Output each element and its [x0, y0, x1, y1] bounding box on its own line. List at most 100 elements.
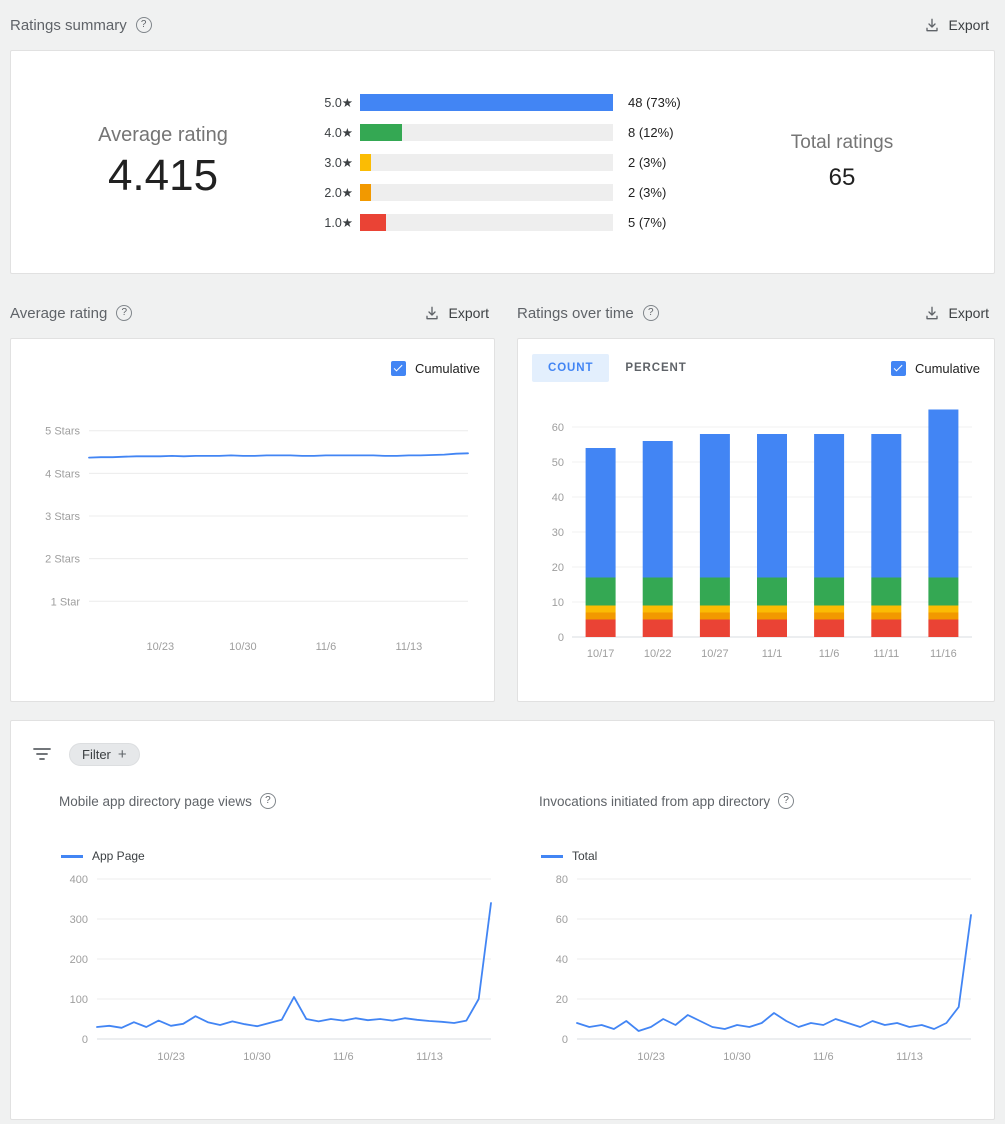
- svg-text:5 Stars: 5 Stars: [45, 426, 80, 438]
- export-ratings-summary-button[interactable]: Export: [918, 13, 995, 37]
- rating-bar-track: [360, 153, 613, 171]
- svg-text:40: 40: [556, 954, 568, 966]
- svg-text:11/6: 11/6: [813, 1051, 834, 1063]
- ratings-over-time-card: COUNT PERCENT Cumulative 0 10 20 30 40 50 60 10…: [517, 338, 995, 702]
- rating-count-label: 2 (3%): [628, 184, 667, 200]
- average-rating-title-wrap: Average rating ?: [10, 304, 133, 322]
- svg-text:50: 50: [552, 457, 564, 469]
- average-rating-chart-title: Average rating: [10, 304, 108, 322]
- filter-row: Filter +: [11, 737, 994, 771]
- rating-distribution: 5.0★ 48 (73%) 4.0★ 8 (12%) 3.0★ 2 (3%) 2.0★ 2 (…: [315, 93, 690, 231]
- total-ratings-value: 65: [828, 164, 856, 191]
- help-icon[interactable]: ?: [642, 305, 659, 321]
- svg-text:0: 0: [562, 1034, 568, 1046]
- ratings-over-time-column: Ratings over time ? Export COUNT PERCENT: [517, 288, 995, 702]
- rating-distribution-row: 1.0★ 5 (7%): [315, 213, 690, 231]
- invocations-section: Invocations initiated from app directory…: [539, 793, 979, 1069]
- svg-text:11/6: 11/6: [316, 641, 337, 653]
- svg-text:80: 80: [556, 874, 568, 886]
- rating-distribution-row: 5.0★ 48 (73%): [315, 93, 690, 111]
- help-icon[interactable]: ?: [259, 793, 276, 809]
- svg-text:0: 0: [558, 632, 564, 644]
- rating-distribution-row: 2.0★ 2 (3%): [315, 183, 690, 201]
- bottom-charts-row: Mobile app directory page views ? App Pa…: [11, 771, 994, 1069]
- download-icon: [424, 305, 440, 321]
- rating-bar-track: [360, 93, 613, 111]
- directory-metrics-card: Filter + Mobile app directory page views…: [10, 720, 995, 1120]
- export-ratings-over-time-button[interactable]: Export: [918, 301, 995, 325]
- filter-list-icon[interactable]: [33, 747, 51, 761]
- average-rating-block: Average rating 4.415: [11, 124, 315, 201]
- svg-text:11/13: 11/13: [396, 641, 423, 653]
- rating-bar-fill: [360, 183, 371, 201]
- total-ratings-block: Total ratings 65: [690, 132, 994, 192]
- svg-text:1 Star: 1 Star: [51, 596, 81, 608]
- ratings-over-time-tabs: COUNT PERCENT: [532, 354, 703, 382]
- middle-charts-row: Average rating ? Export Cumulat: [10, 288, 995, 702]
- help-icon[interactable]: ?: [778, 793, 795, 809]
- svg-text:11/6: 11/6: [819, 648, 840, 660]
- svg-text:400: 400: [70, 874, 88, 886]
- tab-count[interactable]: COUNT: [532, 354, 610, 382]
- rating-bar-fill: [360, 123, 403, 141]
- cumulative-label: Cumulative: [414, 360, 480, 376]
- export-label: Export: [948, 305, 989, 321]
- svg-text:60: 60: [552, 422, 564, 434]
- rating-distribution-row: 3.0★ 2 (3%): [315, 153, 690, 171]
- rating-count-label: 8 (12%): [628, 124, 674, 140]
- svg-text:10/23: 10/23: [157, 1051, 185, 1063]
- rating-star-label: 5.0★: [324, 95, 353, 110]
- cumulative-checkbox[interactable]: [890, 360, 906, 376]
- average-rating-line-chart: 5 Stars 4 Stars 3 Stars 2 Stars 1 Star 10/23 1…: [45, 426, 469, 653]
- invocations-legend: Total: [541, 849, 979, 863]
- svg-text:10/23: 10/23: [637, 1051, 665, 1063]
- ratings-summary-title: Ratings summary: [10, 16, 127, 34]
- svg-text:0: 0: [82, 1034, 88, 1046]
- tab-percent[interactable]: PERCENT: [625, 362, 687, 374]
- svg-text:11/16: 11/16: [930, 648, 957, 660]
- page-views-title-wrap: Mobile app directory page views ?: [59, 793, 499, 809]
- invocations-title: Invocations initiated from app directory: [539, 793, 771, 809]
- rating-count-label: 48 (73%): [628, 94, 681, 110]
- filter-chip[interactable]: Filter +: [69, 742, 140, 766]
- page-views-title: Mobile app directory page views: [59, 793, 252, 809]
- rating-bar-fill: [360, 213, 387, 231]
- rating-star-label: 1.0★: [324, 215, 353, 230]
- rating-count-label: 2 (3%): [628, 154, 667, 170]
- ratings-over-time-title-wrap: Ratings over time ?: [517, 305, 659, 322]
- help-icon[interactable]: ?: [135, 17, 152, 33]
- download-icon: [924, 305, 940, 321]
- page-views-line-chart: 0 100 200 300 400 10/23 10/30 11/6 11/13: [70, 874, 492, 1063]
- page-views-legend: App Page: [61, 849, 499, 863]
- average-rating-column: Average rating ? Export Cumulat: [10, 288, 495, 702]
- add-filter-icon: +: [117, 745, 127, 763]
- cumulative-label: Cumulative: [914, 360, 980, 376]
- ratings-summary-card: Average rating 4.415 5.0★ 48 (73%) 4.0★ 8 (…: [10, 50, 995, 274]
- rating-count-label: 5 (7%): [628, 214, 667, 230]
- total-ratings-label: Total ratings: [790, 132, 894, 153]
- export-label: Export: [448, 305, 489, 321]
- cumulative-checkbox[interactable]: [390, 360, 406, 376]
- svg-text:2 Stars: 2 Stars: [45, 554, 80, 566]
- cumulative-toggle[interactable]: Cumulative: [890, 360, 980, 376]
- page-views-section: Mobile app directory page views ? App Pa…: [59, 793, 499, 1069]
- svg-text:100: 100: [70, 994, 88, 1006]
- svg-text:60: 60: [556, 914, 568, 926]
- svg-text:10/30: 10/30: [229, 641, 257, 653]
- invocations-legend-label: Total: [572, 849, 598, 863]
- help-icon[interactable]: ?: [116, 305, 133, 321]
- rating-bar-track: [360, 213, 613, 231]
- svg-text:3 Stars: 3 Stars: [45, 511, 80, 523]
- ratings-summary-header: Ratings summary ? Export: [10, 0, 995, 50]
- rating-bar-fill: [360, 153, 371, 171]
- svg-text:200: 200: [70, 954, 88, 966]
- export-average-rating-button[interactable]: Export: [418, 301, 495, 325]
- svg-text:10/30: 10/30: [723, 1051, 751, 1063]
- ratings-over-time-bar-chart: 0 10 20 30 40 50 60 10/17 10/22 10/27 11/1 11/6 11/1…: [552, 409, 972, 660]
- cumulative-toggle[interactable]: Cumulative: [390, 360, 480, 376]
- rating-distribution-row: 4.0★ 8 (12%): [315, 123, 690, 141]
- svg-text:20: 20: [556, 994, 568, 1006]
- svg-text:11/11: 11/11: [873, 648, 899, 660]
- invocations-legend-swatch: [541, 854, 563, 858]
- average-rating-controls: Cumulative: [25, 353, 480, 383]
